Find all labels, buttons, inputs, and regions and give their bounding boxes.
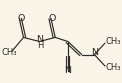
Text: H: H — [37, 41, 43, 50]
Text: CH₃: CH₃ — [105, 37, 121, 46]
Text: N: N — [36, 35, 43, 44]
Text: CH₃: CH₃ — [105, 63, 121, 72]
Text: O: O — [17, 14, 25, 23]
Text: N: N — [91, 48, 98, 57]
Text: O: O — [49, 14, 56, 23]
Text: N: N — [64, 66, 71, 75]
Text: CH₃: CH₃ — [1, 48, 17, 57]
